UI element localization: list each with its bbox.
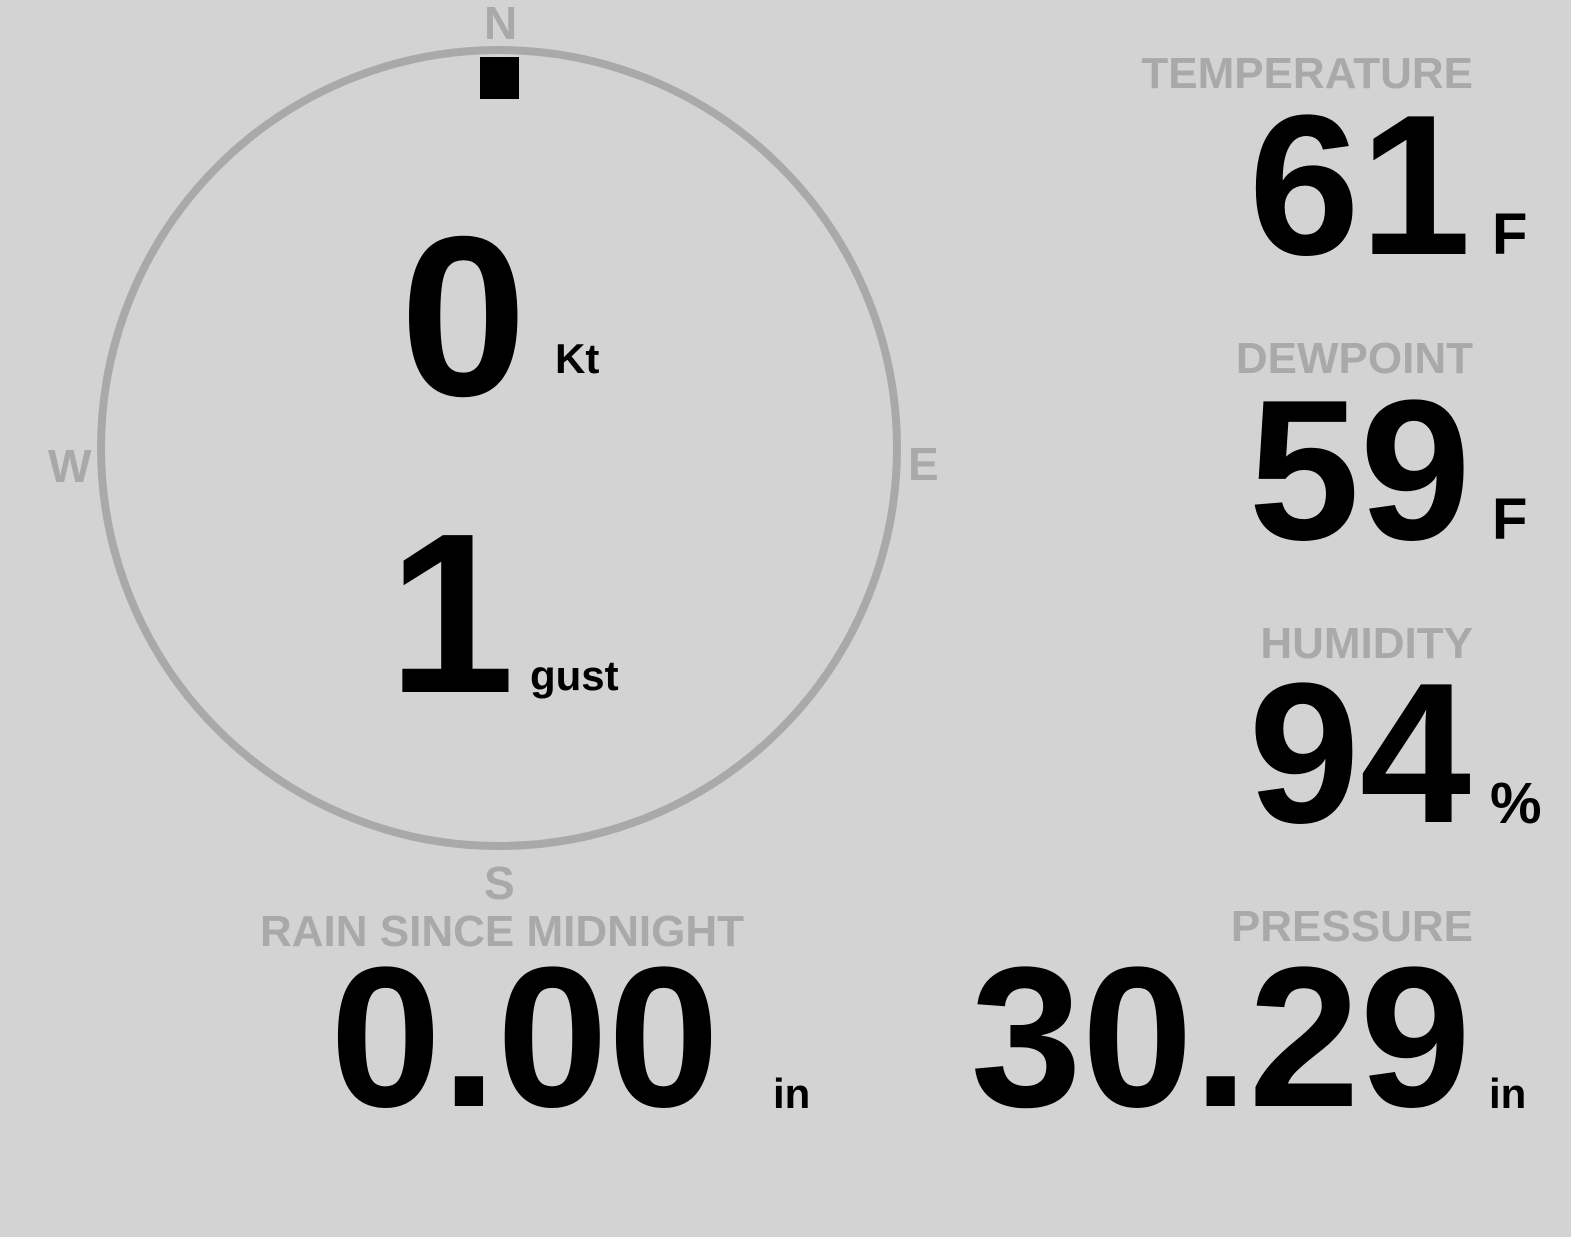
pressure-unit: in [1489,1070,1527,1117]
temperature-label: TEMPERATURE [1141,49,1473,98]
humidity-unit: % [1490,771,1542,836]
wind-speed-value: 0 [400,190,527,444]
wind-direction-marker [480,57,519,99]
pressure-value: 30.29 [970,926,1472,1149]
wind-speed-unit: Kt [555,335,600,382]
rain-label: RAIN SINCE MIDNIGHT [260,907,744,956]
compass-west-label: W [48,440,92,492]
compass-north-label: N [484,0,518,49]
wind-gust-unit: gust [530,652,619,699]
compass-ring [97,46,901,850]
humidity-label: HUMIDITY [1260,619,1473,668]
rain-value: 0.00 [330,926,720,1149]
dewpoint-label: DEWPOINT [1235,334,1473,383]
dewpoint-value: 59 [1248,359,1471,582]
wind-direction-marker-rect [480,57,519,99]
compass-east-label: E [908,438,939,490]
temperature-value: 61 [1248,74,1471,297]
wind-gust-value: 1 [388,487,515,741]
rain-unit: in [773,1070,811,1117]
pressure-label: PRESSURE [1230,902,1473,951]
humidity-value: 94 [1248,642,1471,865]
compass-south-label: S [484,857,515,909]
temperature-unit: F [1492,202,1528,267]
dewpoint-unit: F [1492,487,1528,552]
